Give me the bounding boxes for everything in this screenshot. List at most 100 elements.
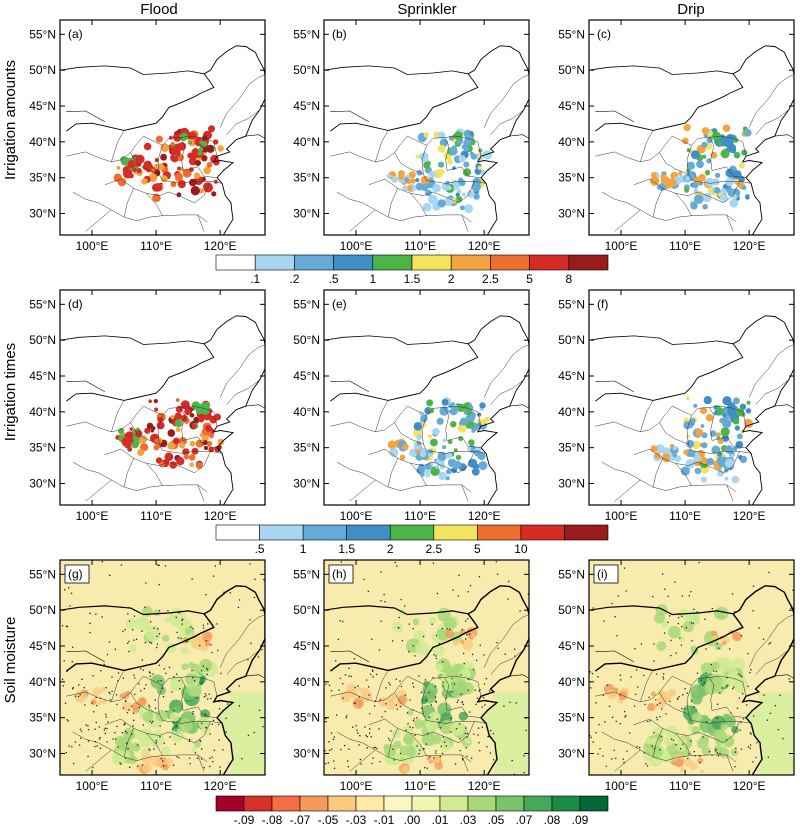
lat-tick-label: 40°N — [558, 405, 585, 419]
neighbour-border — [324, 335, 469, 345]
irrigation-blob — [120, 156, 128, 164]
stipple-dot — [371, 669, 374, 671]
lat-tick-label: 40°N — [29, 135, 56, 149]
province-line — [595, 691, 660, 703]
colorbar-swatch — [439, 795, 469, 812]
province-line — [640, 400, 654, 432]
stipple-dot — [376, 747, 378, 750]
irrigation-blob — [448, 409, 453, 414]
colorbar-swatch — [411, 254, 452, 271]
stipple-dot — [492, 732, 494, 735]
irrigation-blob — [700, 457, 708, 465]
stipple-dot — [158, 610, 161, 612]
stipple-dot — [162, 760, 164, 762]
irrigation-blob — [464, 135, 473, 144]
stipple-dot — [669, 615, 671, 617]
soil-positive-blob — [405, 747, 416, 758]
soil-positive-blob — [191, 663, 200, 673]
stipple-dot — [611, 602, 613, 605]
stipple-dot — [691, 640, 693, 642]
stipple-dot — [653, 732, 655, 734]
soil-positive-blob — [730, 748, 739, 757]
province-line — [614, 479, 641, 502]
stipple-dot — [694, 755, 696, 757]
province-line — [711, 166, 747, 178]
province-line — [111, 670, 125, 702]
irrigation-blob — [148, 399, 152, 404]
soil-negative-blob — [139, 697, 147, 705]
neighbour-border — [324, 605, 469, 616]
stipple-dot — [711, 608, 713, 610]
stipple-dot — [116, 703, 118, 706]
stipple-dot — [688, 753, 690, 755]
province-line — [336, 731, 472, 763]
stipple-dot — [719, 692, 721, 694]
irrigation-blob — [430, 438, 438, 447]
irrigation-blob — [731, 475, 740, 484]
stipple-dot — [390, 730, 392, 732]
soil-positive-blob — [667, 625, 681, 639]
irrigation-blob — [477, 165, 482, 170]
irrigation-blob — [180, 400, 190, 410]
stipple-dot — [137, 765, 139, 767]
stipple-dot — [477, 727, 480, 729]
stipple-dot — [253, 596, 256, 599]
irrigation-blob — [397, 173, 405, 180]
stipple-dot — [175, 729, 177, 732]
province-line — [726, 484, 734, 502]
stipple-dot — [149, 641, 151, 643]
lat-tick-label: 40°N — [293, 405, 320, 419]
soil-positive-blob — [407, 709, 414, 716]
stipple-dot — [687, 757, 689, 760]
lat-tick-label: 30°N — [293, 747, 320, 761]
panel-label: (c) — [597, 27, 611, 41]
irrigation-blob — [724, 138, 734, 148]
soil-positive-blob — [422, 682, 438, 699]
stipple-dot — [412, 628, 414, 630]
soil-negative-blob — [460, 639, 465, 644]
stipple-dot — [212, 575, 215, 577]
irrigation-blob — [435, 464, 440, 469]
irrigation-blob — [408, 171, 416, 179]
soil-positive-blob — [128, 644, 137, 653]
soil-positive-blob — [421, 696, 429, 703]
province-line — [104, 718, 195, 744]
stipple-dot — [749, 744, 752, 746]
soil-positive-blob — [656, 640, 667, 651]
stipple-dot — [211, 651, 213, 654]
stipple-dot — [359, 758, 361, 761]
stipple-dot — [122, 677, 124, 679]
irrigation-blob — [661, 454, 669, 461]
map-content — [324, 290, 529, 505]
irrigation-blob — [655, 444, 665, 454]
stipple-dot — [157, 628, 159, 630]
stipple-dot — [68, 587, 70, 589]
stipple-dot — [713, 670, 715, 672]
neighbour-border — [595, 380, 634, 393]
stipple-dot — [476, 697, 479, 699]
stipple-dot — [376, 673, 378, 676]
stipple-dot — [682, 743, 684, 745]
colorbar-swatch — [372, 254, 413, 271]
stipple-dot — [156, 635, 158, 637]
soil-positive-blob — [432, 644, 445, 657]
stipple-dot — [396, 565, 398, 567]
irrigation-blob — [479, 402, 486, 409]
stipple-dot — [462, 758, 464, 760]
province-line — [182, 166, 218, 178]
stipple-dot — [333, 736, 335, 738]
stipple-dot — [680, 644, 683, 646]
irrigation-blob — [422, 202, 432, 212]
neighbour-border — [509, 404, 529, 409]
stipple-dot — [389, 739, 391, 742]
stipple-dot — [131, 733, 133, 735]
stipple-dot — [721, 687, 724, 689]
stipple-dot — [63, 660, 65, 662]
irrigation-blob — [453, 448, 458, 453]
lat-tick-label: 30°N — [293, 477, 320, 491]
soil-positive-blob — [172, 705, 181, 714]
irrigation-blob — [206, 440, 213, 447]
stipple-dot — [132, 712, 135, 714]
lon-tick-label: 100°E — [605, 509, 638, 523]
